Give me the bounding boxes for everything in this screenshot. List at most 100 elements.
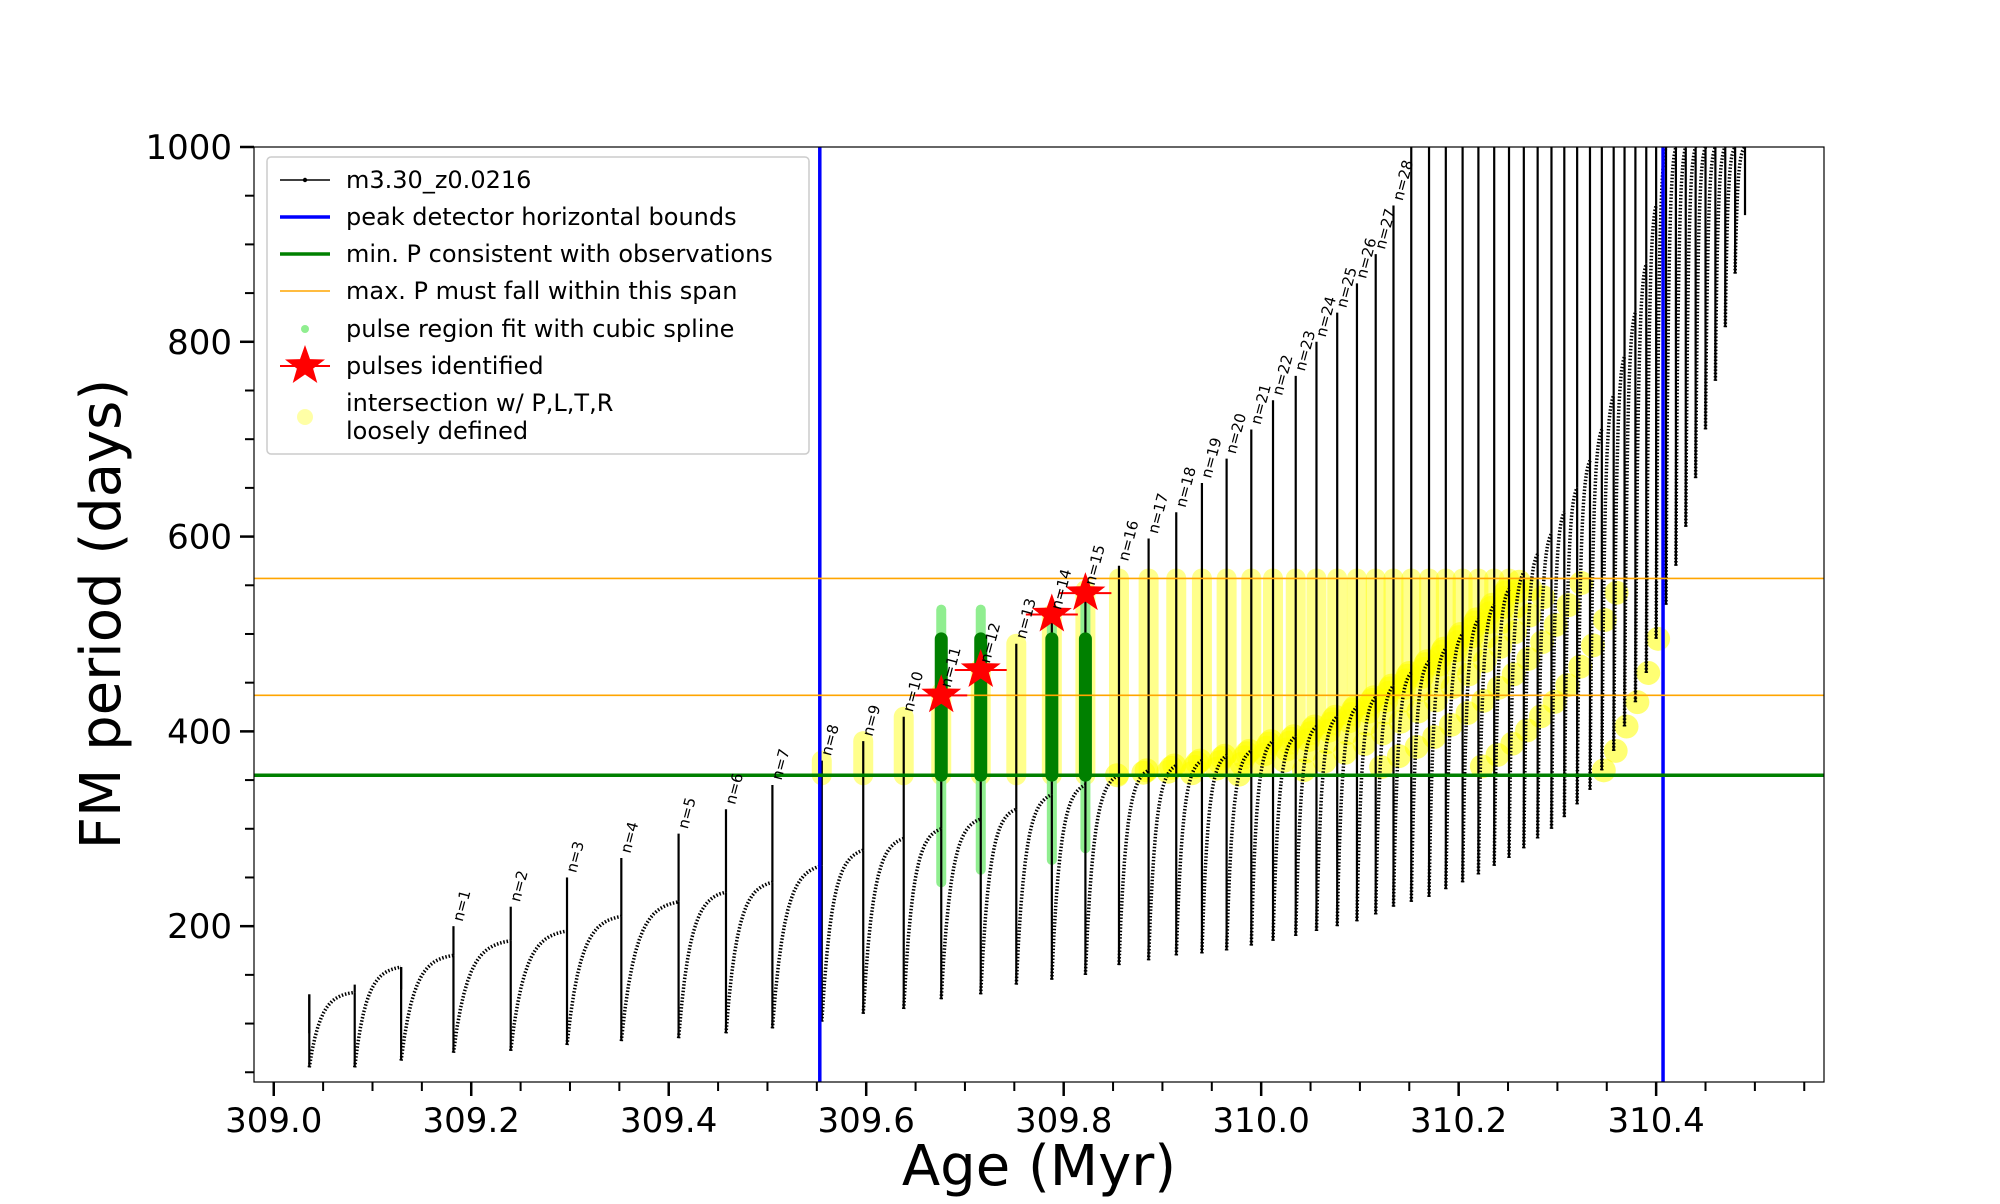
legend-label-intersection: intersection w/ P,L,T,R (346, 389, 613, 417)
intersection-marker (1625, 690, 1650, 715)
track-segment (1050, 783, 1087, 980)
intersection-marker (1406, 699, 1431, 724)
track-segment (1492, 588, 1511, 866)
track-segment (1146, 763, 1178, 961)
legend-label-stars: pulses identified (346, 352, 544, 380)
legend-marker-spline (301, 325, 309, 333)
intersection-marker (1555, 673, 1580, 698)
intersection-marker (1370, 721, 1395, 746)
track-segment (1409, 660, 1431, 902)
pulse-star (1065, 572, 1106, 611)
track-segment (1575, 459, 1592, 805)
legend-marker-intersection (297, 409, 313, 425)
track-segment (1293, 725, 1318, 936)
track-segment (901, 827, 942, 1010)
x-tick-label: 310.2 (1410, 1101, 1507, 1141)
intersection-marker (1580, 633, 1605, 658)
legend-label-max-p: max. P must fall within this span (346, 277, 737, 305)
track-segment (1664, 146, 1678, 605)
intersection-marker (1530, 630, 1555, 655)
legend-box (266, 156, 810, 455)
track-segment (820, 848, 864, 1022)
intersection-marker (1604, 580, 1629, 605)
track-segment (1633, 263, 1648, 703)
intersection-marker (1312, 749, 1337, 774)
track-segment (1693, 146, 1708, 479)
track-segment (1713, 146, 1727, 381)
y-tick-label: 600 (167, 518, 232, 558)
track-segment (508, 929, 568, 1052)
intersection-marker (1646, 626, 1671, 651)
y-tick-label: 200 (167, 907, 232, 947)
track-segment (1014, 793, 1053, 985)
track-segment (1600, 394, 1616, 771)
intersection-marker (1592, 608, 1617, 633)
legend-label-intersection-line2: loosely defined (346, 417, 528, 445)
intersection-marker (1501, 662, 1526, 687)
track-segment (1684, 146, 1698, 527)
track-segment (770, 864, 823, 1029)
track-segment (1444, 632, 1464, 890)
intersection-marker (1603, 738, 1628, 763)
track-segment (1562, 487, 1579, 818)
legend-label-spline: pulse region fit with cubic spline (346, 315, 734, 343)
intersection-marker (1614, 714, 1639, 739)
legend-label-min-p: min. P consistent with observations (346, 240, 773, 268)
y-tick-label: 1000 (145, 128, 232, 168)
x-axis-label: Age (Myr) (902, 1134, 1176, 1199)
plot-frame (253, 146, 1825, 1083)
intersection-marker (1543, 612, 1568, 637)
track-segment (1373, 684, 1395, 915)
track-segment (1674, 146, 1688, 566)
intersection-marker (1568, 654, 1593, 679)
intersection-marker (1352, 732, 1377, 757)
track-segment (1644, 204, 1658, 673)
reference-lines (254, 147, 1824, 1082)
x-tick-label: 310.0 (1212, 1101, 1309, 1141)
track-segment (451, 939, 511, 1054)
legend: m3.30_z0.0216 peak detector horizontal b… (266, 156, 810, 455)
y-tick-label: 800 (167, 323, 232, 363)
track-segment (1460, 618, 1480, 883)
legend-label-track: m3.30_z0.0216 (346, 166, 531, 194)
track-segment (1249, 739, 1275, 946)
track-segment (1476, 603, 1496, 875)
track-segment (1224, 749, 1253, 951)
track-layer (307, 145, 1747, 1068)
track-segment (724, 880, 773, 1034)
x-tick-label: 309.6 (818, 1101, 915, 1141)
x-tick-label: 309.8 (1015, 1101, 1112, 1141)
x-tick-label: 309.4 (620, 1101, 717, 1141)
track-segment (861, 836, 905, 1014)
x-tick-label: 309.2 (423, 1101, 520, 1141)
legend-markers (280, 177, 330, 425)
track-segment (1355, 696, 1377, 922)
track-segment (1314, 715, 1339, 932)
legend-marker-track-dot (302, 177, 308, 183)
x-tick-label: 309.0 (225, 1101, 322, 1141)
track-segment (1622, 312, 1638, 727)
track-segment (1549, 511, 1566, 829)
pulse-star (921, 674, 962, 713)
legend-marker-star (285, 345, 325, 383)
intersection-marker (1636, 660, 1661, 685)
x-tick-label: 310.4 (1607, 1101, 1704, 1141)
legend-label-bounds: peak detector horizontal bounds (346, 203, 737, 231)
intersection-marker (1333, 740, 1358, 765)
track-segment (1535, 532, 1554, 839)
y-tick-label: 400 (167, 712, 232, 752)
track-segment (1611, 355, 1627, 751)
track-segment (307, 990, 355, 1068)
track-segment (1723, 146, 1737, 328)
track-segment (565, 914, 622, 1046)
track-segment (1588, 428, 1604, 790)
axes: 309.0 309.2 309.4 309.6 309.8 310.0 310.2 310.4… (145, 128, 1806, 1141)
pulse-star (1031, 593, 1072, 632)
track-segment (1703, 146, 1718, 430)
stars-layer (915, 572, 1112, 713)
pulse-star (960, 649, 1001, 687)
track-segment (1174, 759, 1203, 956)
track-segment (352, 965, 402, 1068)
